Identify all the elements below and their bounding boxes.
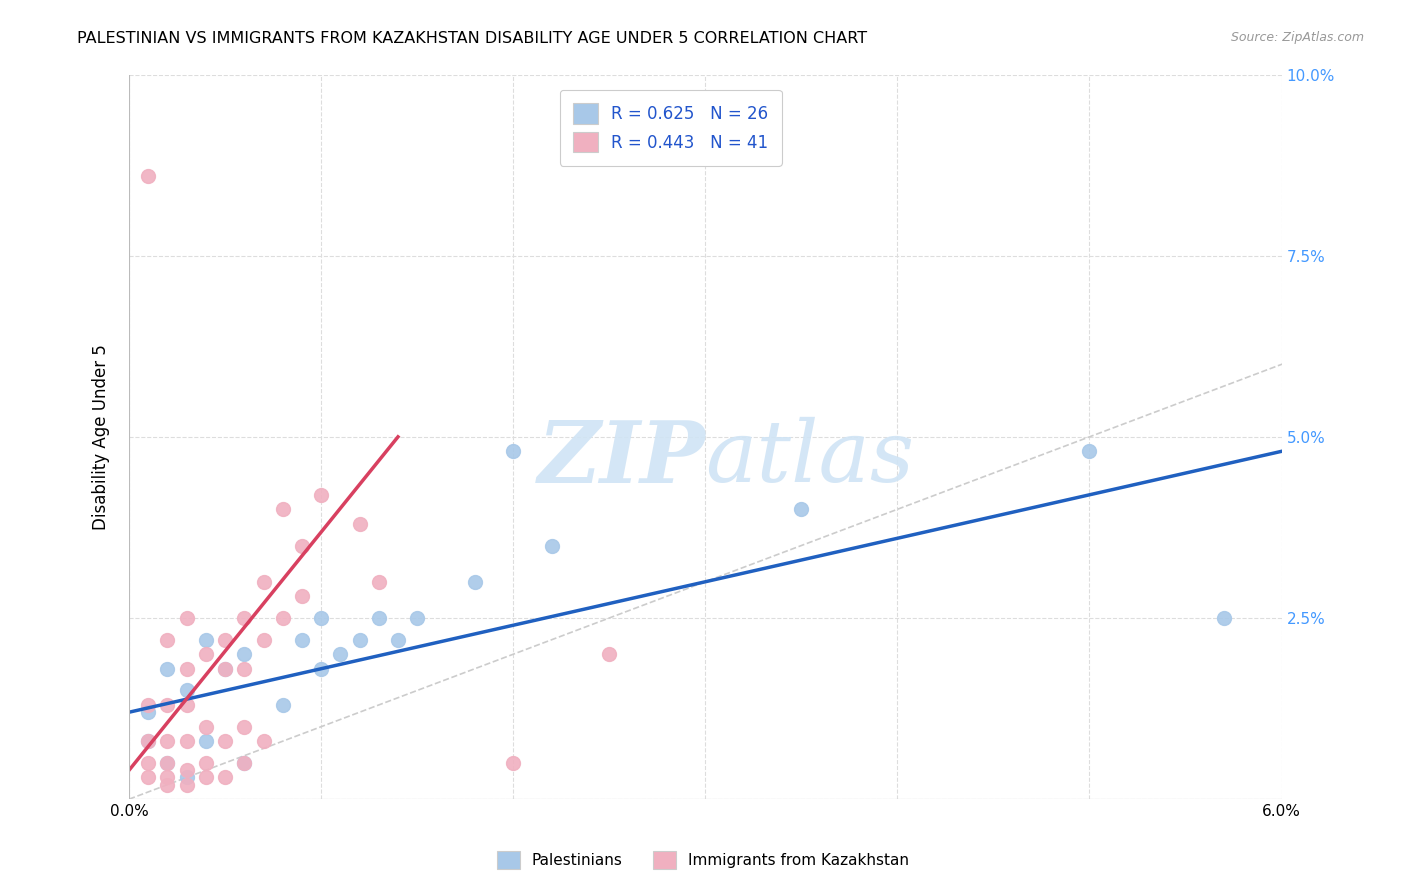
Point (271, 502, 294, 516)
Point (136, 705, 159, 719)
Point (1212, 611, 1234, 625)
Point (309, 488, 332, 502)
Point (136, 169, 159, 183)
Point (598, 647, 620, 661)
Point (156, 662, 179, 676)
Point (291, 589, 314, 603)
Point (194, 734, 217, 748)
Point (790, 502, 813, 516)
Point (176, 698, 198, 712)
Point (136, 734, 159, 748)
Point (214, 662, 236, 676)
Point (156, 756, 179, 770)
Point (252, 574, 274, 589)
Point (214, 771, 236, 785)
Point (252, 734, 274, 748)
Point (176, 611, 198, 625)
Point (194, 647, 217, 661)
Point (233, 611, 256, 625)
Point (540, 539, 562, 553)
Point (194, 720, 217, 734)
Point (1078, 444, 1101, 458)
Point (136, 771, 159, 785)
Point (194, 771, 217, 785)
Point (233, 720, 256, 734)
Text: atlas: atlas (706, 417, 914, 500)
Point (176, 683, 198, 698)
Point (176, 778, 198, 792)
Point (271, 698, 294, 712)
Point (367, 574, 389, 589)
Point (156, 632, 179, 647)
Point (176, 734, 198, 748)
Point (214, 734, 236, 748)
Text: ZIP: ZIP (537, 417, 706, 500)
Point (156, 734, 179, 748)
Point (367, 611, 389, 625)
Point (214, 632, 236, 647)
Point (291, 539, 314, 553)
Point (214, 662, 236, 676)
Legend: Palestinians, Immigrants from Kazakhstan: Palestinians, Immigrants from Kazakhstan (491, 845, 915, 875)
Point (252, 632, 274, 647)
Point (156, 778, 179, 792)
Point (194, 632, 217, 647)
Point (194, 756, 217, 770)
Text: Source: ZipAtlas.com: Source: ZipAtlas.com (1230, 31, 1364, 45)
Point (271, 611, 294, 625)
Point (176, 771, 198, 785)
Point (233, 662, 256, 676)
Point (406, 611, 429, 625)
Point (309, 611, 332, 625)
Y-axis label: Disability Age Under 5: Disability Age Under 5 (93, 344, 110, 530)
Point (291, 632, 314, 647)
Point (387, 632, 409, 647)
Point (156, 698, 179, 712)
Point (464, 574, 486, 589)
Point (309, 662, 332, 676)
Text: PALESTINIAN VS IMMIGRANTS FROM KAZAKHSTAN DISABILITY AGE UNDER 5 CORRELATION CHA: PALESTINIAN VS IMMIGRANTS FROM KAZAKHSTA… (77, 31, 868, 46)
Point (233, 647, 256, 661)
Point (233, 756, 256, 770)
Point (233, 756, 256, 770)
Point (176, 662, 198, 676)
Point (176, 763, 198, 777)
Point (329, 647, 352, 661)
Point (136, 734, 159, 748)
Point (349, 632, 371, 647)
Legend: R = 0.625   N = 26, R = 0.443   N = 41: R = 0.625 N = 26, R = 0.443 N = 41 (560, 90, 782, 166)
Point (136, 698, 159, 712)
Point (156, 756, 179, 770)
Point (349, 516, 371, 531)
Point (156, 771, 179, 785)
Point (502, 756, 524, 770)
Point (502, 444, 524, 458)
Point (136, 756, 159, 770)
